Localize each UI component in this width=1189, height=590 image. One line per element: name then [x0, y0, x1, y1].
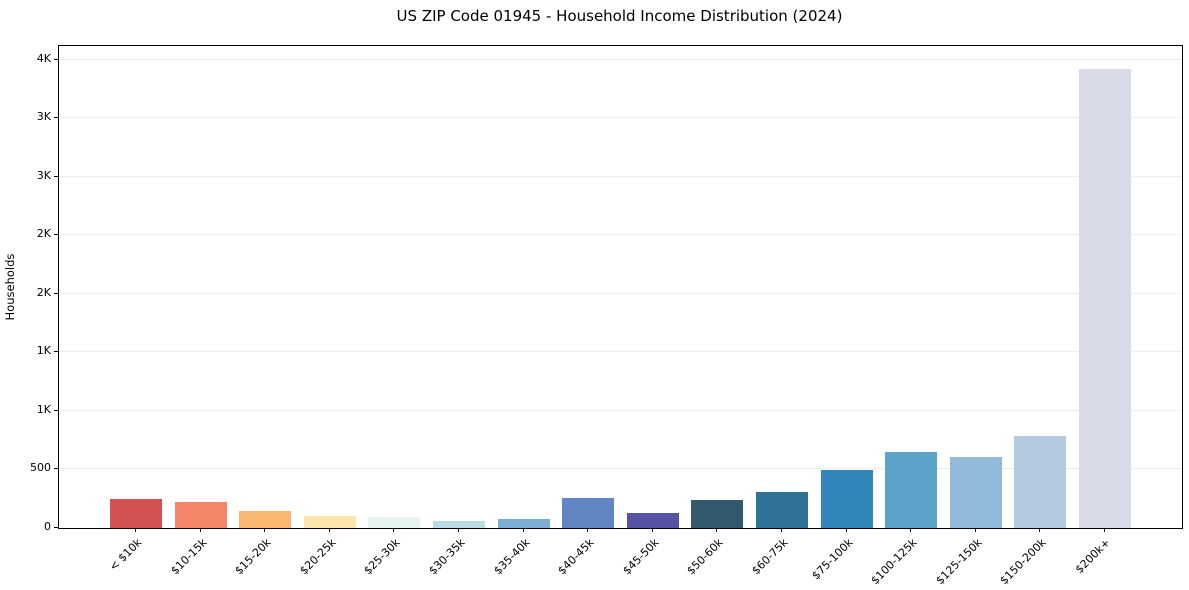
- bar: [239, 511, 291, 528]
- x-tick-mark: [975, 528, 976, 532]
- x-tick-mark: [1039, 528, 1040, 532]
- bar: [498, 519, 550, 528]
- x-tick-label: $25-30k: [360, 536, 403, 578]
- bar: [433, 521, 485, 528]
- bar: [691, 500, 743, 528]
- x-tick-mark: [652, 528, 653, 532]
- bar: [562, 498, 614, 528]
- x-tick-mark: [910, 528, 911, 532]
- x-tick-label: $35-40k: [490, 536, 533, 578]
- gridline: [59, 234, 1182, 235]
- y-tick-label: 500: [30, 461, 51, 474]
- gridline: [59, 176, 1182, 177]
- x-tick-label: $150-200k: [997, 536, 1049, 588]
- x-tick-mark: [200, 528, 201, 532]
- y-tick-mark: [54, 468, 58, 469]
- x-tick-mark: [458, 528, 459, 532]
- x-tick-label: $50-60k: [683, 536, 726, 578]
- x-tick-mark: [393, 528, 394, 532]
- chart-title: US ZIP Code 01945 - Household Income Dis…: [396, 7, 843, 25]
- bar: [368, 517, 420, 528]
- x-tick-label: $75-100k: [808, 536, 856, 583]
- y-tick-mark: [54, 59, 58, 60]
- y-tick-mark: [54, 234, 58, 235]
- y-tick-mark: [54, 527, 58, 528]
- x-tick-label: $20-25k: [296, 536, 339, 578]
- y-tick-mark: [54, 176, 58, 177]
- x-tick-mark: [716, 528, 717, 532]
- y-tick-label: 1K: [36, 344, 51, 357]
- bar: [756, 492, 808, 528]
- gridline: [59, 410, 1182, 411]
- y-tick-mark: [54, 293, 58, 294]
- bar: [821, 470, 873, 528]
- y-tick-label: 3K: [36, 169, 51, 182]
- y-tick-label: 2K: [36, 227, 51, 240]
- y-tick-label: 3K: [36, 110, 51, 123]
- gridline: [59, 351, 1182, 352]
- y-tick-label: 4K: [36, 52, 51, 65]
- x-tick-mark: [523, 528, 524, 532]
- bar: [110, 499, 162, 528]
- x-tick-label: $30-35k: [425, 536, 468, 578]
- x-tick-label: < $10k: [106, 536, 145, 574]
- x-tick-label: $10-15k: [167, 536, 210, 578]
- plot-area: [58, 45, 1183, 529]
- x-tick-mark: [587, 528, 588, 532]
- y-tick-label: 2K: [36, 286, 51, 299]
- gridline: [59, 117, 1182, 118]
- x-tick-label: $125-150k: [933, 536, 985, 588]
- y-tick-mark: [54, 117, 58, 118]
- x-tick-mark: [329, 528, 330, 532]
- x-tick-label: $15-20k: [231, 536, 274, 578]
- gridline: [59, 59, 1182, 60]
- x-tick-label: $100-125k: [868, 536, 920, 588]
- bar: [950, 457, 1002, 528]
- x-tick-mark: [135, 528, 136, 532]
- x-tick-label: $45-50k: [619, 536, 662, 578]
- x-tick-label: $40-45k: [554, 536, 597, 578]
- gridline: [59, 293, 1182, 294]
- y-tick-mark: [54, 410, 58, 411]
- bar: [885, 452, 937, 528]
- bar: [1079, 69, 1131, 528]
- bar: [627, 513, 679, 528]
- bar: [175, 502, 227, 528]
- y-tick-mark: [54, 351, 58, 352]
- x-tick-label: $60-75k: [748, 536, 791, 578]
- bar: [304, 516, 356, 528]
- y-tick-label: 1K: [36, 403, 51, 416]
- gridline: [59, 468, 1182, 469]
- x-tick-label: $200k+: [1073, 536, 1114, 577]
- x-tick-mark: [846, 528, 847, 532]
- x-tick-mark: [1104, 528, 1105, 532]
- bar: [1014, 436, 1066, 528]
- x-tick-mark: [781, 528, 782, 532]
- x-tick-mark: [264, 528, 265, 532]
- y-tick-label: 0: [44, 520, 51, 533]
